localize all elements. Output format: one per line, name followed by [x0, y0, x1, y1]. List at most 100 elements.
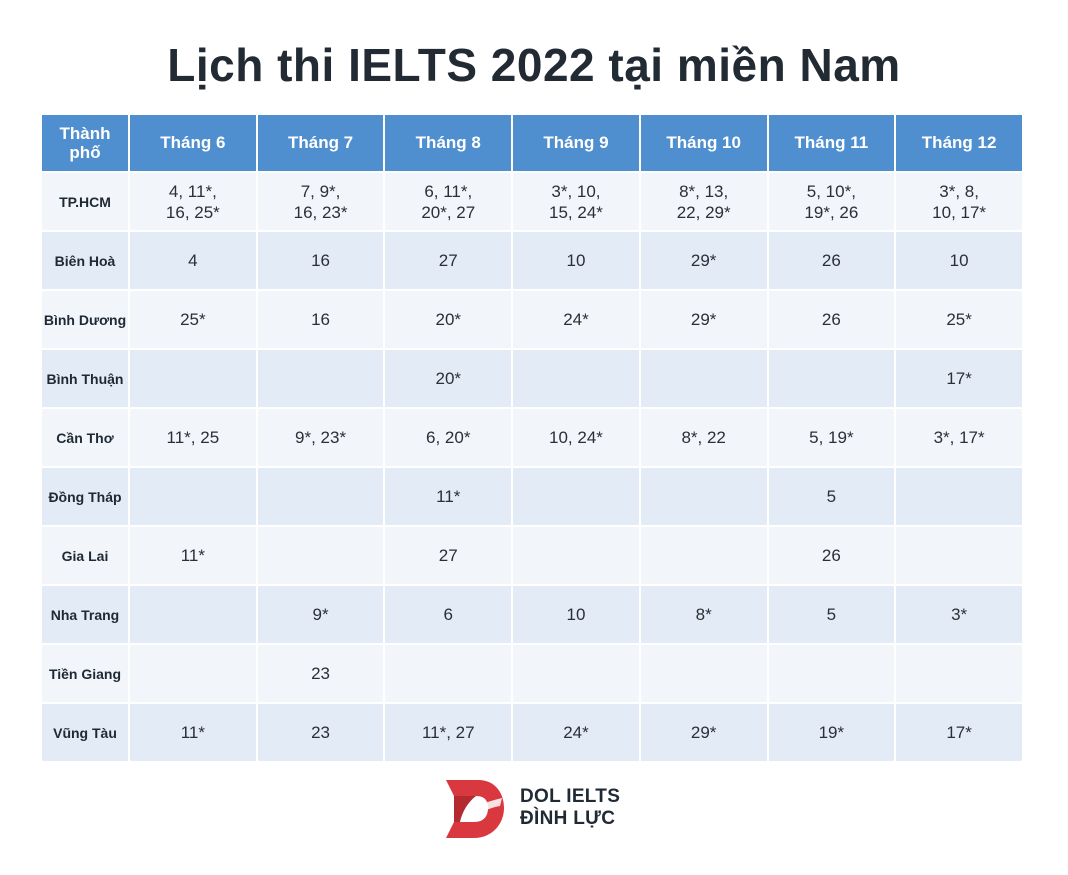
- city-cell: Tiền Giang: [42, 645, 128, 702]
- date-cell: 26: [768, 527, 895, 584]
- date-cell: 11*, 27: [385, 704, 512, 761]
- date-cell: 19*: [768, 704, 895, 761]
- date-cell: 6: [385, 586, 512, 643]
- date-cell: 29*: [640, 291, 767, 348]
- table-row: Tiền Giang 23: [42, 645, 1022, 702]
- table-row: TP.HCM 4, 11*, 16, 25* 7, 9*, 16, 23* 6, 11*,…: [42, 173, 1022, 230]
- date-cell: 5: [768, 468, 895, 525]
- month-header: Tháng 11: [768, 115, 895, 171]
- date-cell: [640, 350, 767, 407]
- table-row: Đồng Tháp 11* 5: [42, 468, 1022, 525]
- date-cell: 10, 24*: [513, 409, 639, 466]
- date-cell: 5, 19*: [768, 409, 895, 466]
- date-cell: [513, 645, 639, 702]
- date-cell: 25*: [896, 291, 1022, 348]
- date-cell: 3*, 10, 15, 24*: [513, 173, 639, 230]
- date-cell: 5, 10*, 19*, 26: [768, 173, 895, 230]
- month-header: Tháng 7: [257, 115, 384, 171]
- table-row: Bình Dương 25* 16 20* 24* 29* 26 25*: [42, 291, 1022, 348]
- logo-line2: ĐÌNH LỰC: [520, 808, 616, 829]
- date-cell: [130, 468, 256, 525]
- date-cell: [130, 586, 256, 643]
- month-header: Tháng 9: [513, 115, 639, 171]
- month-header: Tháng 8: [385, 115, 512, 171]
- date-cell: 23: [257, 704, 384, 761]
- date-cell: 3*: [896, 586, 1022, 643]
- date-cell: [640, 527, 767, 584]
- month-header: Tháng 12: [896, 115, 1022, 171]
- table-row: Bình Thuận 20* 17*: [42, 350, 1022, 407]
- date-cell: 10: [513, 586, 639, 643]
- table-row: Vũng Tàu 11* 23 11*, 27 24* 29* 19* 17*: [42, 704, 1022, 761]
- date-cell: 10: [513, 232, 639, 289]
- date-cell: 8*, 13, 22, 29*: [640, 173, 767, 230]
- city-column-header: Thành phố: [42, 115, 128, 171]
- date-cell: 11*: [385, 468, 512, 525]
- logo-line1: DOL IELTS: [520, 786, 621, 807]
- date-cell: 24*: [513, 291, 639, 348]
- date-cell: 25*: [130, 291, 256, 348]
- date-cell: [640, 645, 767, 702]
- date-cell: [896, 527, 1022, 584]
- date-cell: [257, 527, 384, 584]
- city-cell: Biên Hoà: [42, 232, 128, 289]
- date-cell: 4, 11*, 16, 25*: [130, 173, 256, 230]
- dol-logo-icon: [446, 780, 504, 838]
- date-cell: 23: [257, 645, 384, 702]
- city-cell: Vũng Tàu: [42, 704, 128, 761]
- table-body: TP.HCM 4, 11*, 16, 25* 7, 9*, 16, 23* 6, 11*,…: [42, 173, 1022, 761]
- date-cell: [896, 468, 1022, 525]
- date-cell: 26: [768, 232, 895, 289]
- city-cell: Gia Lai: [42, 527, 128, 584]
- date-cell: 5: [768, 586, 895, 643]
- date-cell: 27: [385, 527, 512, 584]
- date-cell: [257, 350, 384, 407]
- date-cell: 17*: [896, 704, 1022, 761]
- logo-text: DOL IELTS ĐÌNH LỰC: [520, 786, 620, 830]
- date-cell: [130, 645, 256, 702]
- date-cell: 24*: [513, 704, 639, 761]
- date-cell: 6, 20*: [385, 409, 512, 466]
- date-cell: 16: [257, 291, 384, 348]
- table-row: Nha Trang 9* 6 10 8* 5 3*: [42, 586, 1022, 643]
- date-cell: 6, 11*, 20*, 27: [385, 173, 512, 230]
- date-cell: [513, 527, 639, 584]
- date-cell: 29*: [640, 704, 767, 761]
- date-cell: 26: [768, 291, 895, 348]
- date-cell: 11*: [130, 704, 256, 761]
- date-cell: [513, 350, 639, 407]
- date-cell: 11*: [130, 527, 256, 584]
- month-header: Tháng 10: [640, 115, 767, 171]
- date-cell: 9*, 23*: [257, 409, 384, 466]
- date-cell: 7, 9*, 16, 23*: [257, 173, 384, 230]
- date-cell: [130, 350, 256, 407]
- month-header: Tháng 6: [130, 115, 256, 171]
- city-cell: Bình Dương: [42, 291, 128, 348]
- date-cell: 10: [896, 232, 1022, 289]
- dol-logo: DOL IELTS ĐÌNH LỰC: [444, 776, 620, 840]
- table-row: Biên Hoà 4 16 27 10 29* 26 10: [42, 232, 1022, 289]
- date-cell: 9*: [257, 586, 384, 643]
- date-cell: 4: [130, 232, 256, 289]
- date-cell: [385, 645, 512, 702]
- table-header-row: Thành phố Tháng 6 Tháng 7 Tháng 8 Tháng …: [42, 115, 1022, 171]
- date-cell: 8*: [640, 586, 767, 643]
- date-cell: [257, 468, 384, 525]
- date-cell: 16: [257, 232, 384, 289]
- date-cell: 20*: [385, 350, 512, 407]
- table-row: Cần Thơ 11*, 25 9*, 23* 6, 20* 10, 24* 8*, 22…: [42, 409, 1022, 466]
- date-cell: 8*, 22: [640, 409, 767, 466]
- city-cell: Đồng Tháp: [42, 468, 128, 525]
- date-cell: 20*: [385, 291, 512, 348]
- date-cell: [513, 468, 639, 525]
- city-cell: Nha Trang: [42, 586, 128, 643]
- table-row: Gia Lai 11* 27 26: [42, 527, 1022, 584]
- date-cell: 3*, 17*: [896, 409, 1022, 466]
- date-cell: 27: [385, 232, 512, 289]
- city-cell: TP.HCM: [42, 173, 128, 230]
- city-cell: Cần Thơ: [42, 409, 128, 466]
- date-cell: [896, 645, 1022, 702]
- date-cell: 11*, 25: [130, 409, 256, 466]
- date-cell: [768, 645, 895, 702]
- exam-schedule-table: Thành phố Tháng 6 Tháng 7 Tháng 8 Tháng …: [40, 113, 1024, 763]
